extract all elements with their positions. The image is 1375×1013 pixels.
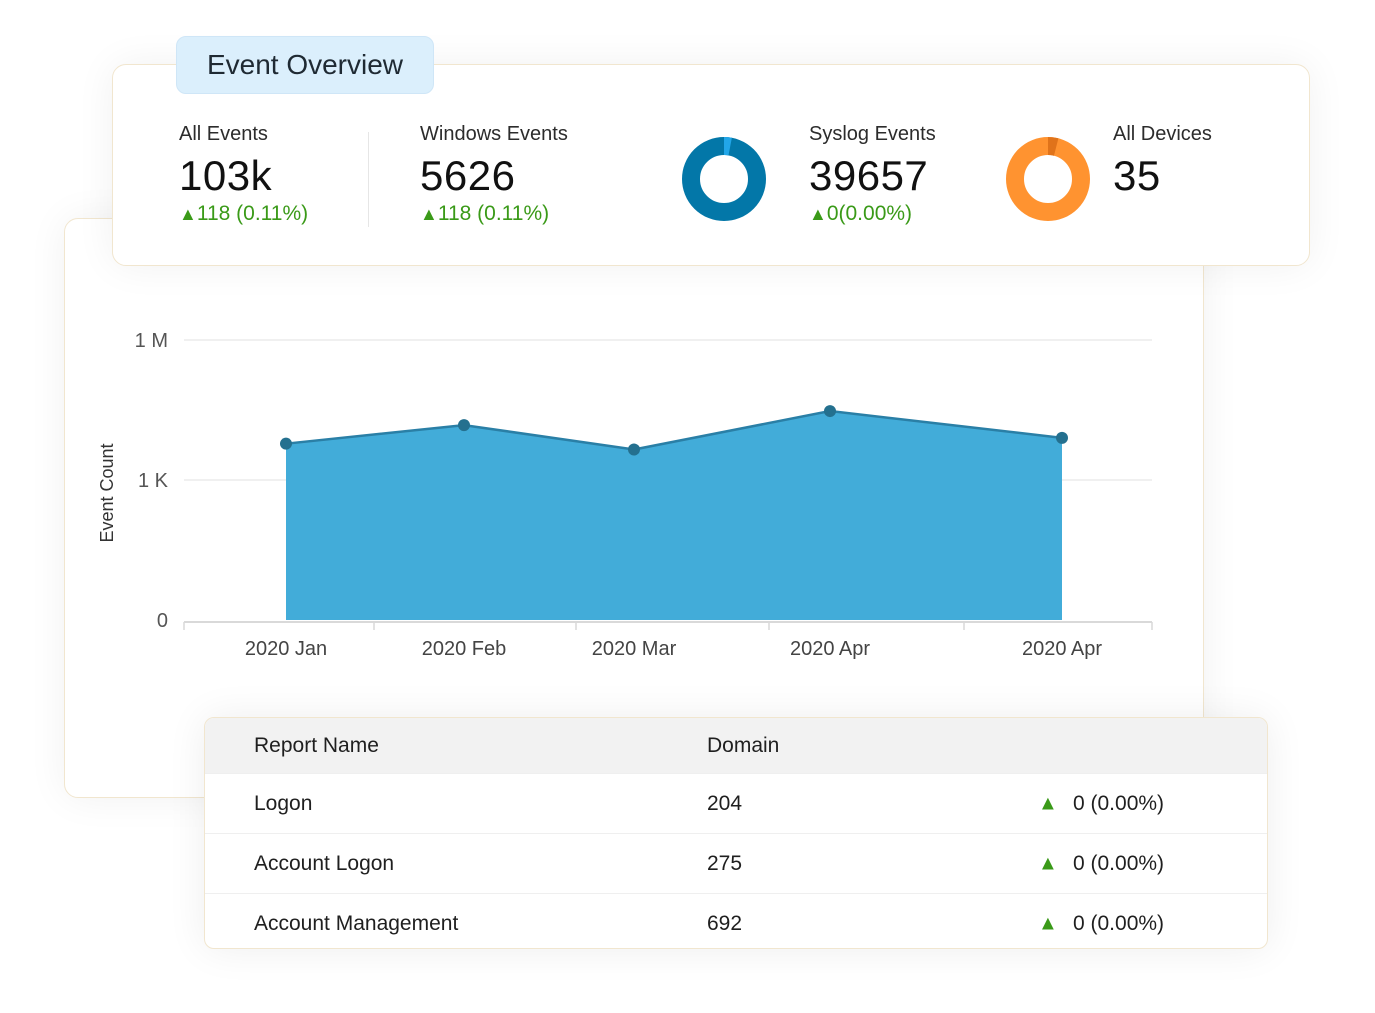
metric-delta-value: 118 (0.11%) (437, 202, 550, 225)
data-point[interactable] (280, 437, 292, 450)
event-overview-tab[interactable]: Event Overview (176, 36, 434, 94)
metric-label: Syslog Events (809, 123, 936, 145)
metric-value: 5626 (420, 152, 516, 199)
x-tick-label: 2020 Apr (790, 638, 870, 660)
table-row[interactable]: Logon 204 ▲ 0 (0.00%) (205, 773, 1267, 833)
event-count-area-chart: 1 M 1 K 0 Event Count 2020 Jan 2020 Feb 2020 M… (97, 330, 1153, 660)
metric-delta: ▲0(0.00%) (809, 202, 936, 226)
data-point[interactable] (1056, 431, 1068, 444)
donut-highlight-slice (1006, 137, 1090, 221)
devices-donut-chart (1006, 137, 1090, 221)
y-tick-label: 0 (157, 610, 168, 632)
metric-label: Windows Events (420, 123, 568, 145)
area-fill (286, 411, 1062, 620)
metric-label: All Events (179, 123, 268, 145)
report-name-cell: Account Logon (254, 851, 395, 875)
syslog-donut-chart (682, 137, 766, 221)
donut-highlight-slice (682, 137, 766, 221)
up-triangle-icon: ▲ (1038, 792, 1058, 814)
metric-delta-value: 0(0.00%) (826, 202, 913, 225)
metric-all-devices[interactable]: All Devices 35 (1113, 123, 1212, 200)
x-tick-label: 2020 Mar (592, 638, 677, 660)
x-tick-label: 2020 Apr (1022, 638, 1102, 660)
metric-delta: ▲118 (0.11%) (179, 202, 308, 226)
x-tick-label: 2020 Jan (245, 638, 327, 660)
domain-cell: 204 (707, 791, 743, 815)
column-header-domain[interactable]: Domain (707, 733, 780, 757)
up-arrow-icon: ▲ (179, 204, 197, 224)
y-axis-label: Event Count (97, 443, 117, 542)
table-row[interactable]: Account Management 692 ▲ 0 (0.00%) (205, 893, 1267, 948)
metric-value: 103k (179, 152, 273, 199)
table-header: Report Name Domain (205, 718, 1267, 773)
delta-cell: 0 (0.00%) (1073, 851, 1165, 875)
y-tick-label: 1 M (135, 330, 168, 352)
metric-syslog-events[interactable]: Syslog Events 39657 ▲0(0.00%) (809, 123, 936, 226)
up-arrow-icon: ▲ (420, 204, 438, 224)
donut-ring (1006, 137, 1090, 221)
delta-cell: 0 (0.00%) (1073, 911, 1165, 935)
metric-label: All Devices (1113, 123, 1212, 145)
x-tick-label: 2020 Feb (422, 638, 507, 660)
metric-value: 39657 (809, 152, 929, 199)
domain-cell: 275 (707, 851, 743, 875)
metric-value: 35 (1113, 152, 1161, 199)
column-header-report-name[interactable]: Report Name (254, 733, 379, 757)
metric-delta-value: 118 (0.11%) (196, 202, 309, 225)
up-triangle-icon: ▲ (1038, 912, 1058, 934)
report-table: Report Name Domain Logon 204 ▲ 0 (0.00%)… (204, 717, 1268, 949)
donut-ring (682, 137, 766, 221)
y-tick-label: 1 K (138, 470, 169, 492)
metric-windows-events[interactable]: Windows Events 5626 ▲118 (0.11%) (420, 123, 568, 226)
event-overview-card (112, 64, 1310, 266)
metric-delta: ▲118 (0.11%) (420, 202, 568, 226)
domain-cell: 692 (707, 911, 743, 935)
data-point[interactable] (458, 419, 470, 432)
up-triangle-icon: ▲ (1038, 852, 1058, 874)
metric-divider (368, 132, 369, 227)
data-point[interactable] (824, 405, 836, 418)
metric-all-events[interactable]: All Events 103k ▲118 (0.11%) (179, 123, 308, 226)
delta-cell: 0 (0.00%) (1073, 791, 1165, 815)
up-arrow-icon: ▲ (809, 204, 827, 224)
table-row[interactable]: Account Logon 275 ▲ 0 (0.00%) (205, 833, 1267, 893)
report-name-cell: Logon (254, 791, 313, 815)
data-point[interactable] (628, 443, 640, 456)
report-name-cell: Account Management (254, 911, 459, 935)
